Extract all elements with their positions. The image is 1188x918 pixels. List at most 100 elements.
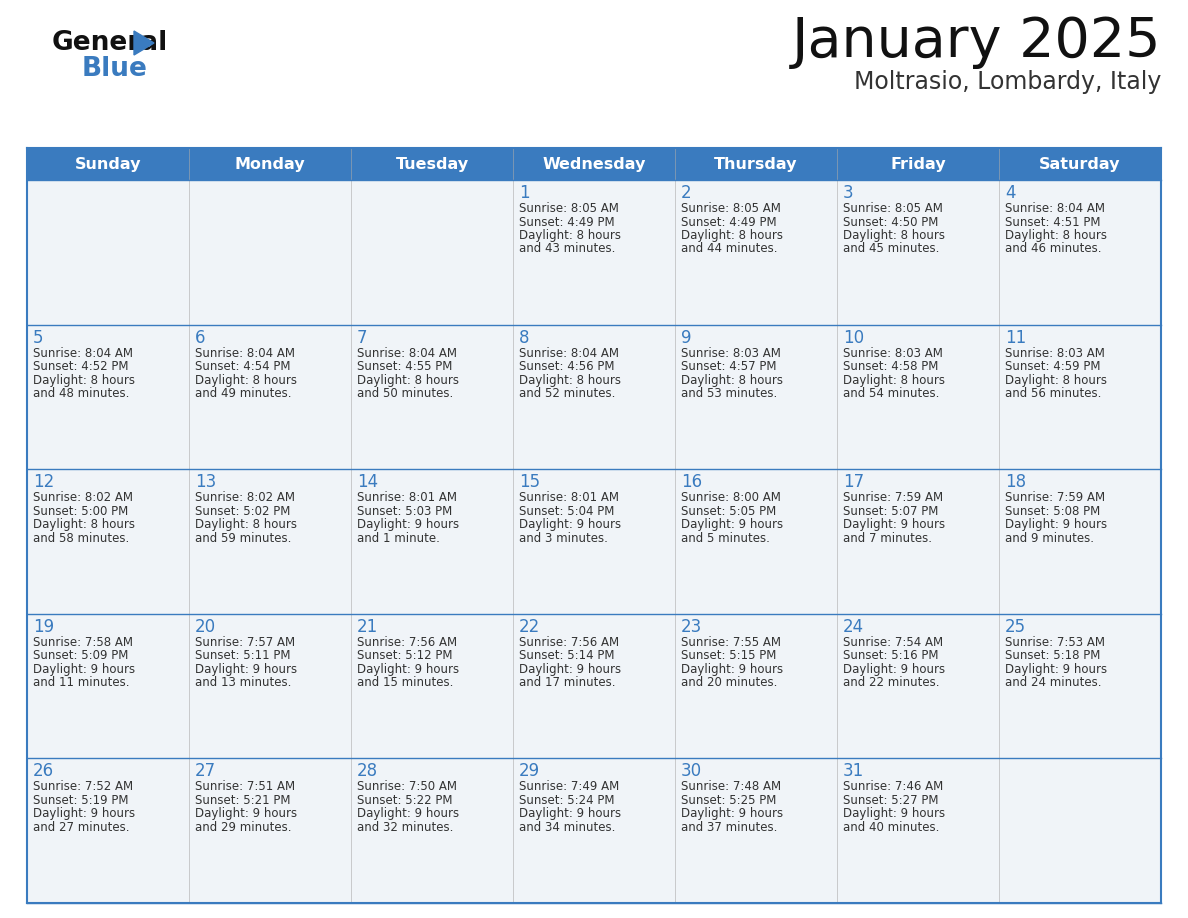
Text: and 1 minute.: and 1 minute. <box>358 532 440 544</box>
Bar <box>838 758 999 903</box>
Text: Daylight: 9 hours: Daylight: 9 hours <box>681 808 783 821</box>
Text: 8: 8 <box>519 329 530 347</box>
Bar <box>999 325 1161 469</box>
Text: Daylight: 9 hours: Daylight: 9 hours <box>358 808 459 821</box>
Text: Daylight: 8 hours: Daylight: 8 hours <box>195 374 297 386</box>
Bar <box>189 180 350 325</box>
Bar <box>999 758 1161 903</box>
Text: Sunset: 5:03 PM: Sunset: 5:03 PM <box>358 505 453 518</box>
Text: Daylight: 9 hours: Daylight: 9 hours <box>33 663 135 676</box>
Bar <box>350 469 513 614</box>
Text: and 20 minutes.: and 20 minutes. <box>681 677 777 689</box>
Text: Sunset: 4:58 PM: Sunset: 4:58 PM <box>843 360 939 373</box>
Text: Tuesday: Tuesday <box>396 156 468 172</box>
Text: and 54 minutes.: and 54 minutes. <box>843 387 940 400</box>
Text: Daylight: 8 hours: Daylight: 8 hours <box>519 374 621 386</box>
Text: 24: 24 <box>843 618 864 636</box>
Text: Sunrise: 8:03 AM: Sunrise: 8:03 AM <box>681 347 781 360</box>
Text: Daylight: 9 hours: Daylight: 9 hours <box>843 518 946 532</box>
Text: Sunrise: 7:49 AM: Sunrise: 7:49 AM <box>519 780 619 793</box>
Text: 14: 14 <box>358 473 378 491</box>
Text: and 50 minutes.: and 50 minutes. <box>358 387 454 400</box>
Bar <box>675 758 838 903</box>
Text: Sunset: 4:52 PM: Sunset: 4:52 PM <box>33 360 128 373</box>
Text: Sunset: 5:19 PM: Sunset: 5:19 PM <box>33 794 128 807</box>
Text: Sunset: 5:18 PM: Sunset: 5:18 PM <box>1005 649 1100 662</box>
Text: Sunrise: 8:04 AM: Sunrise: 8:04 AM <box>519 347 619 360</box>
Text: Sunset: 5:11 PM: Sunset: 5:11 PM <box>195 649 291 662</box>
Bar <box>675 469 838 614</box>
Text: 16: 16 <box>681 473 702 491</box>
Bar <box>513 325 675 469</box>
Text: 28: 28 <box>358 763 378 780</box>
Text: and 15 minutes.: and 15 minutes. <box>358 677 454 689</box>
Text: Sunrise: 8:02 AM: Sunrise: 8:02 AM <box>33 491 133 504</box>
Polygon shape <box>134 31 154 55</box>
Text: 21: 21 <box>358 618 378 636</box>
Text: 30: 30 <box>681 763 702 780</box>
Bar <box>513 180 675 325</box>
Text: 4: 4 <box>1005 184 1016 202</box>
Text: Sunrise: 7:54 AM: Sunrise: 7:54 AM <box>843 636 943 649</box>
Bar <box>27 148 1161 180</box>
Text: Sunset: 5:15 PM: Sunset: 5:15 PM <box>681 649 777 662</box>
Text: Sunrise: 7:56 AM: Sunrise: 7:56 AM <box>519 636 619 649</box>
Text: Sunset: 4:56 PM: Sunset: 4:56 PM <box>519 360 614 373</box>
Text: Daylight: 9 hours: Daylight: 9 hours <box>843 808 946 821</box>
Text: 31: 31 <box>843 763 864 780</box>
Text: Sunset: 4:51 PM: Sunset: 4:51 PM <box>1005 216 1100 229</box>
Text: Sunrise: 7:59 AM: Sunrise: 7:59 AM <box>1005 491 1105 504</box>
Text: Saturday: Saturday <box>1040 156 1120 172</box>
Text: 13: 13 <box>195 473 216 491</box>
Text: Daylight: 9 hours: Daylight: 9 hours <box>195 808 297 821</box>
Text: Daylight: 9 hours: Daylight: 9 hours <box>358 663 459 676</box>
Text: and 24 minutes.: and 24 minutes. <box>1005 677 1101 689</box>
Text: Sunset: 5:08 PM: Sunset: 5:08 PM <box>1005 505 1100 518</box>
Text: and 59 minutes.: and 59 minutes. <box>195 532 291 544</box>
Text: and 45 minutes.: and 45 minutes. <box>843 242 940 255</box>
Text: Sunset: 4:49 PM: Sunset: 4:49 PM <box>519 216 614 229</box>
Text: Daylight: 9 hours: Daylight: 9 hours <box>519 808 621 821</box>
Text: Sunset: 4:59 PM: Sunset: 4:59 PM <box>1005 360 1100 373</box>
Text: Moltrasio, Lombardy, Italy: Moltrasio, Lombardy, Italy <box>854 70 1161 94</box>
Text: and 37 minutes.: and 37 minutes. <box>681 821 777 834</box>
Bar <box>838 614 999 758</box>
Text: and 56 minutes.: and 56 minutes. <box>1005 387 1101 400</box>
Text: Sunset: 4:54 PM: Sunset: 4:54 PM <box>195 360 291 373</box>
Text: Sunrise: 7:57 AM: Sunrise: 7:57 AM <box>195 636 295 649</box>
Text: Sunrise: 8:01 AM: Sunrise: 8:01 AM <box>358 491 457 504</box>
Text: 27: 27 <box>195 763 216 780</box>
Text: Sunset: 5:21 PM: Sunset: 5:21 PM <box>195 794 291 807</box>
Text: Sunday: Sunday <box>75 156 141 172</box>
Text: and 3 minutes.: and 3 minutes. <box>519 532 608 544</box>
Bar <box>675 180 838 325</box>
Bar <box>675 325 838 469</box>
Text: Sunset: 5:07 PM: Sunset: 5:07 PM <box>843 505 939 518</box>
Text: Daylight: 9 hours: Daylight: 9 hours <box>358 518 459 532</box>
Bar <box>350 325 513 469</box>
Bar <box>999 469 1161 614</box>
Text: 6: 6 <box>195 329 206 347</box>
Text: and 43 minutes.: and 43 minutes. <box>519 242 615 255</box>
Text: 19: 19 <box>33 618 55 636</box>
Text: and 29 minutes.: and 29 minutes. <box>195 821 291 834</box>
Text: Sunrise: 7:55 AM: Sunrise: 7:55 AM <box>681 636 781 649</box>
Bar <box>350 614 513 758</box>
Bar <box>838 180 999 325</box>
Text: and 49 minutes.: and 49 minutes. <box>195 387 291 400</box>
Text: Sunrise: 7:59 AM: Sunrise: 7:59 AM <box>843 491 943 504</box>
Text: Sunrise: 8:04 AM: Sunrise: 8:04 AM <box>195 347 295 360</box>
Bar <box>27 325 189 469</box>
Text: Daylight: 8 hours: Daylight: 8 hours <box>1005 229 1107 242</box>
Text: 17: 17 <box>843 473 864 491</box>
Text: Daylight: 8 hours: Daylight: 8 hours <box>358 374 459 386</box>
Text: 18: 18 <box>1005 473 1026 491</box>
Text: Sunset: 5:14 PM: Sunset: 5:14 PM <box>519 649 614 662</box>
Text: and 44 minutes.: and 44 minutes. <box>681 242 777 255</box>
Text: and 40 minutes.: and 40 minutes. <box>843 821 940 834</box>
Text: Sunrise: 7:48 AM: Sunrise: 7:48 AM <box>681 780 782 793</box>
Text: 11: 11 <box>1005 329 1026 347</box>
Text: Sunrise: 8:03 AM: Sunrise: 8:03 AM <box>843 347 943 360</box>
Text: Friday: Friday <box>890 156 946 172</box>
Bar <box>27 469 189 614</box>
